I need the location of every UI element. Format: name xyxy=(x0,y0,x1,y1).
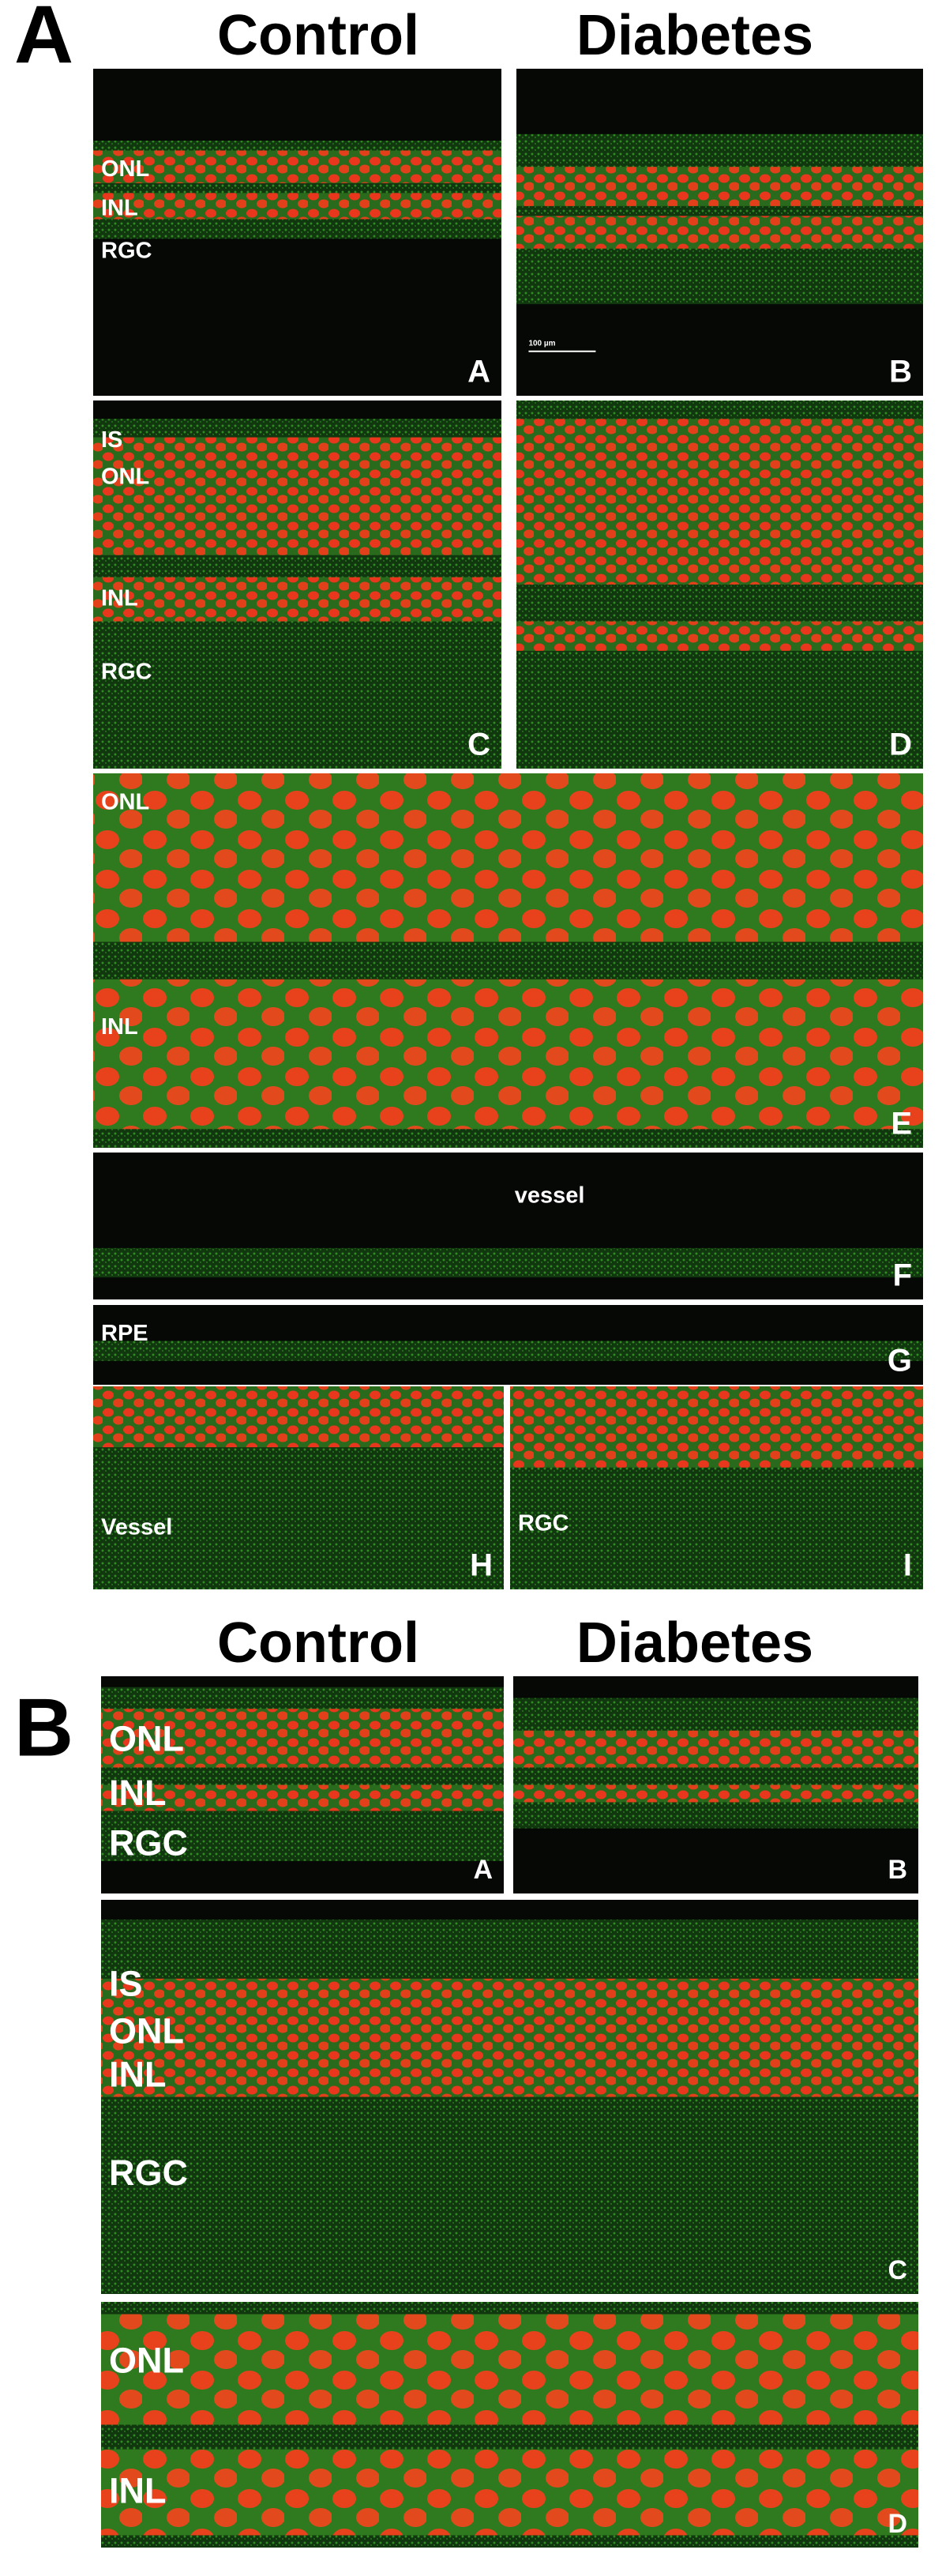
panel-label: C xyxy=(467,728,490,762)
column-header: Control xyxy=(217,1611,419,1675)
column-header: Diabetes xyxy=(576,1611,813,1675)
tissue-layer xyxy=(516,621,923,651)
tissue-layer xyxy=(510,1386,923,1468)
layer-label: ONL xyxy=(109,2011,184,2051)
layer-label: ONL xyxy=(109,1718,184,1758)
tissue-layer xyxy=(93,150,501,183)
tissue-layer xyxy=(101,1919,918,2294)
tissue-layer xyxy=(516,419,923,585)
layer-label: IS xyxy=(109,1964,143,2004)
tissue-layer xyxy=(93,979,923,1130)
panel-label: A xyxy=(467,355,490,389)
tissue-layer xyxy=(93,193,501,220)
layer-label: INL xyxy=(109,1773,167,1813)
layer-label: INL xyxy=(109,2470,167,2510)
layer-label: INL xyxy=(101,585,138,611)
panel-label: I xyxy=(903,1548,912,1583)
panel-label: C xyxy=(888,2255,907,2285)
layer-label: RGC xyxy=(101,659,152,684)
tissue-layer xyxy=(101,2449,918,2536)
layer-label: ONL xyxy=(101,790,149,815)
tissue-layer xyxy=(93,1341,923,1361)
panel-label: E xyxy=(891,1107,912,1141)
layer-label: RGC xyxy=(101,238,152,263)
tissue-layer xyxy=(101,1709,504,1768)
tissue-layer xyxy=(516,216,923,249)
section-letter: A xyxy=(14,0,73,81)
layer-label: 100 µm xyxy=(528,339,555,348)
layer-label: ONL xyxy=(101,464,149,490)
layer-label: INL xyxy=(101,196,138,221)
tissue-layer xyxy=(513,1784,918,1803)
column-header: Diabetes xyxy=(576,4,813,67)
layer-label: RGC xyxy=(518,1510,569,1536)
tissue-layer xyxy=(513,1730,918,1768)
column-header: Control xyxy=(217,4,419,67)
panel-label: D xyxy=(888,2509,907,2539)
section-letter: B xyxy=(14,1682,73,1773)
layer-label: ONL xyxy=(101,156,149,182)
tissue-layer xyxy=(93,437,501,555)
panel-label: B xyxy=(889,355,912,389)
tissue-layer xyxy=(101,2314,918,2425)
panel-label: D xyxy=(889,728,912,762)
tissue-layer xyxy=(516,167,923,206)
panel-label: A xyxy=(473,1855,493,1885)
panel-label: B xyxy=(888,1855,907,1885)
layer-label: RPE xyxy=(101,1321,148,1346)
tissue-layer xyxy=(93,1247,923,1278)
layer-label: RGC xyxy=(109,1822,188,1863)
panel-label: H xyxy=(470,1548,493,1583)
layer-label: vessel xyxy=(515,1183,585,1208)
tissue-layer xyxy=(93,773,923,942)
tissue-layer xyxy=(101,1978,918,2097)
layer-label: ONL xyxy=(109,2341,184,2381)
tissue-layer xyxy=(93,577,501,622)
panel-label: F xyxy=(893,1258,912,1293)
layer-label: IS xyxy=(101,427,122,453)
layer-label: Vessel xyxy=(101,1515,172,1540)
layer-label: INL xyxy=(101,1014,138,1040)
layer-label: INL xyxy=(109,2054,167,2094)
tissue-layer xyxy=(93,1386,504,1448)
layer-label: RGC xyxy=(109,2153,188,2193)
panel-label: G xyxy=(888,1344,912,1378)
tissue-layer xyxy=(101,1784,504,1811)
